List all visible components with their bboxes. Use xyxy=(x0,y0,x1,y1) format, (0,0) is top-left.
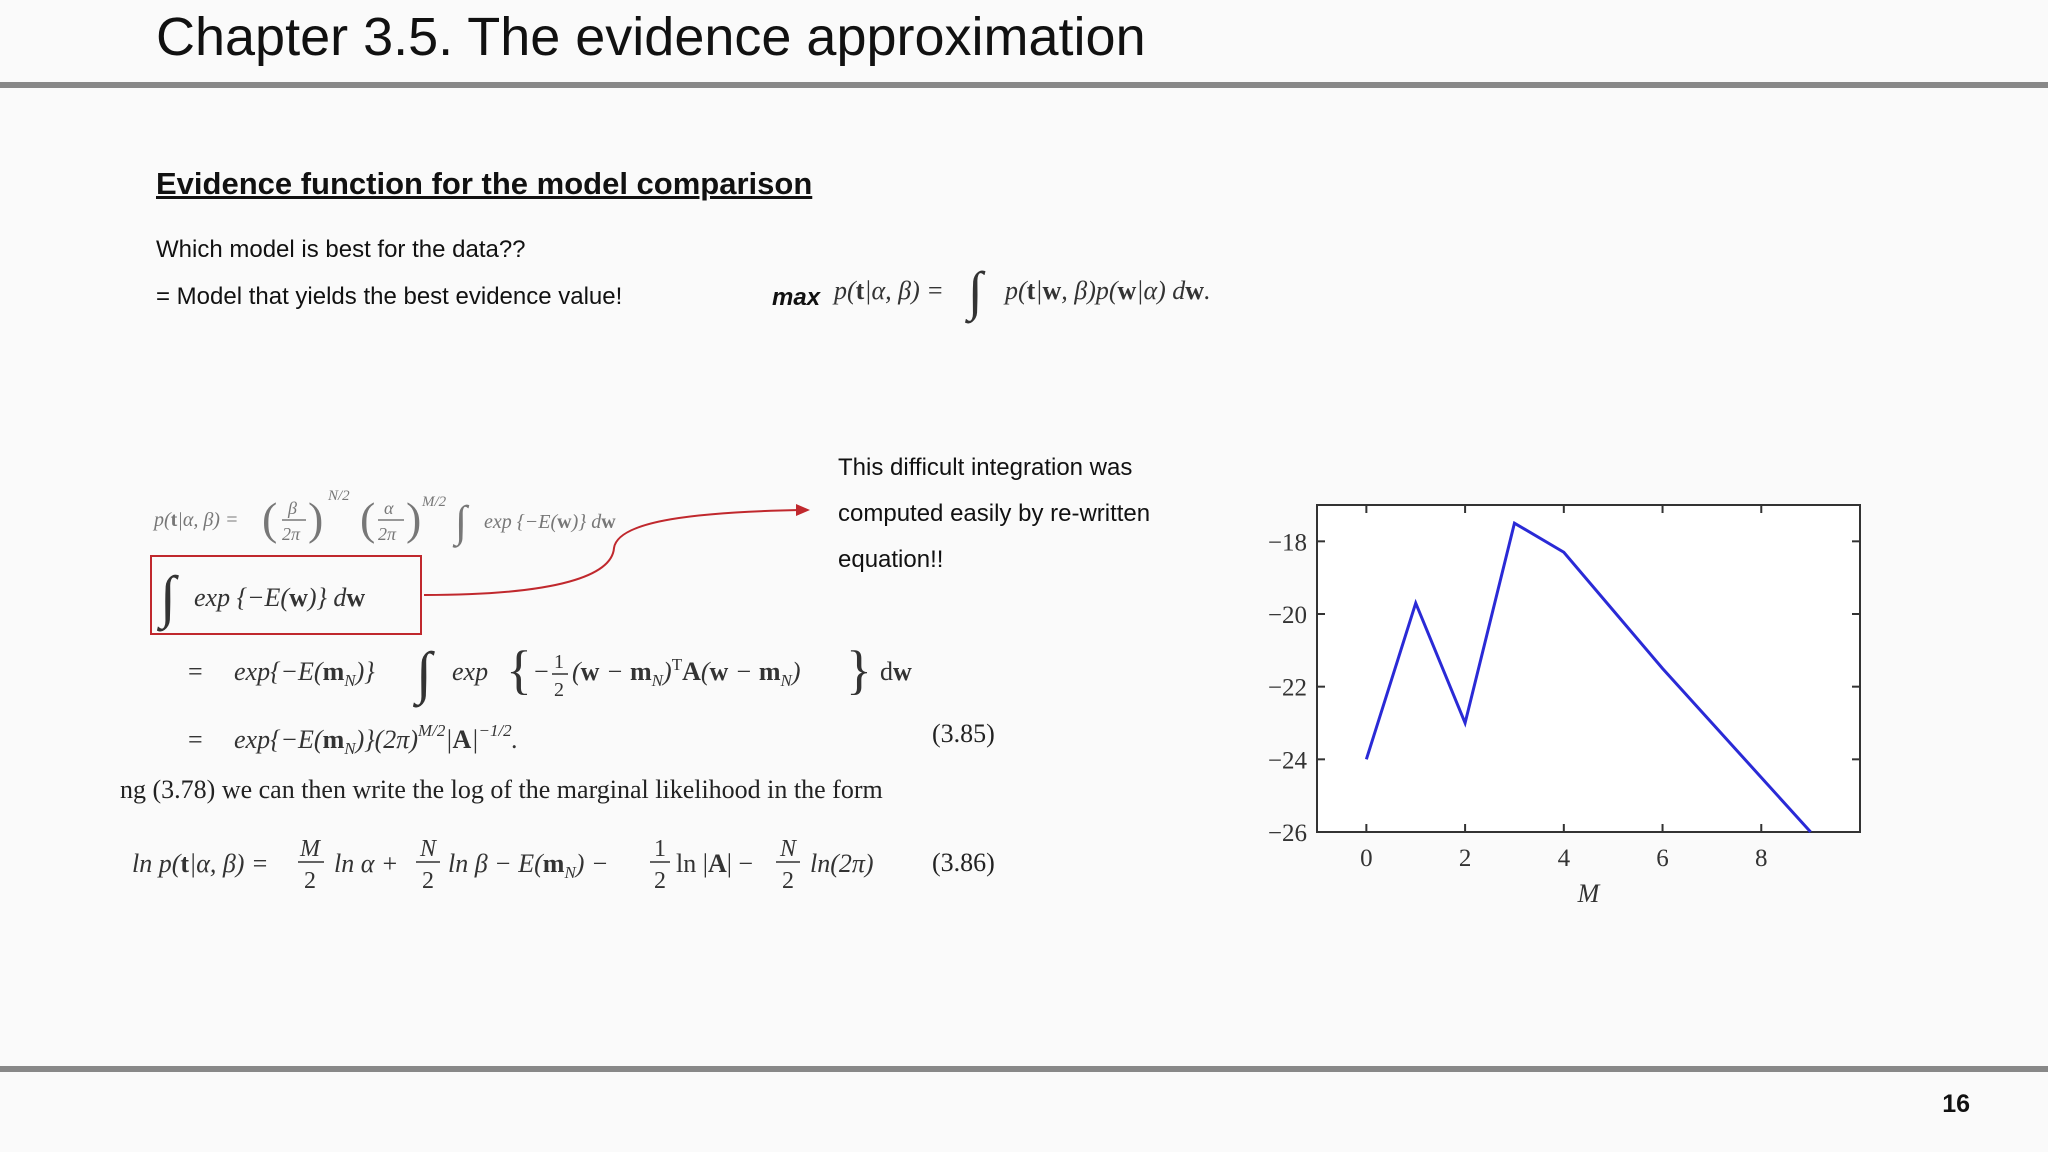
svg-text:M: M xyxy=(299,836,322,862)
svg-text:exp {−E(w)} dw: exp {−E(w)} dw xyxy=(194,583,365,612)
svg-text:(: ( xyxy=(360,493,375,544)
equation-number-3-86: (3.86) xyxy=(932,848,995,877)
svg-text:2: 2 xyxy=(554,679,564,701)
svg-text:exp {−E(w)} dw: exp {−E(w)} dw xyxy=(484,511,616,533)
y-tick-label: −20 xyxy=(1268,602,1307,629)
x-tick-label: 6 xyxy=(1656,845,1669,872)
y-tick-label: −18 xyxy=(1268,529,1307,556)
series-line xyxy=(1364,520,1812,834)
svg-text:(: ( xyxy=(262,493,277,544)
y-tick-label: −22 xyxy=(1268,675,1307,702)
svg-text:}: } xyxy=(846,640,872,700)
gaussian-integral-formula: = exp{−E(mN)} ∫ exp { − 1 2 (w − mN)TA(w… xyxy=(188,640,912,708)
equation-number-3-85: (3.85) xyxy=(932,719,995,748)
evidence-expansion-formula: p(t|α, β) = ( β 2π ) N/2 ( α 2π ) M/2 ∫ … xyxy=(152,488,616,548)
marginal-likelihood-sentence: ng (3.78) we can then write the log of t… xyxy=(120,775,883,804)
svg-text:2π: 2π xyxy=(378,524,397,544)
svg-text:2: 2 xyxy=(782,868,794,894)
question-text: Which model is best for the data?? xyxy=(156,236,526,263)
svg-text:β: β xyxy=(287,498,297,518)
svg-text:(w − mN)TA(w − mN): (w − mN)TA(w − mN) xyxy=(572,655,801,690)
svg-text:p(t|α, β) =: p(t|α, β) = xyxy=(832,276,944,305)
svg-text:ln β − E(mN) −: ln β − E(mN) − xyxy=(448,849,608,882)
svg-text:2: 2 xyxy=(304,868,316,894)
svg-text:N: N xyxy=(419,836,438,862)
svg-text:∫: ∫ xyxy=(156,564,179,632)
svg-text:N/2: N/2 xyxy=(327,488,350,504)
svg-text:ln α +: ln α + xyxy=(334,849,398,878)
y-axis: −18 −20 −22 −24 −26 xyxy=(1268,529,1860,847)
svg-text:exp{−E(mN)}(2π)M/2|A|−1/2.: exp{−E(mN)}(2π)M/2|A|−1/2. xyxy=(234,721,518,758)
svg-text:): ) xyxy=(406,493,421,544)
x-tick-label: 2 xyxy=(1459,845,1472,872)
x-tick-label: 8 xyxy=(1755,845,1768,872)
x-tick-label: 0 xyxy=(1360,845,1373,872)
note-line-1: This difficult integration was xyxy=(838,454,1133,481)
svg-text:−: − xyxy=(534,657,549,686)
svg-text:p(t|w, β)p(w|α) dw.: p(t|w, β)p(w|α) dw. xyxy=(1003,276,1211,305)
max-label: max xyxy=(772,284,821,311)
boxed-integral-formula: ∫ exp {−E(w)} dw xyxy=(156,564,365,632)
x-axis-label: M xyxy=(1577,879,1601,908)
chart-frame xyxy=(1316,504,1861,833)
highlight-box xyxy=(150,555,422,635)
svg-text:∫: ∫ xyxy=(412,640,435,708)
svg-text:=: = xyxy=(188,725,203,754)
svg-text:N: N xyxy=(779,836,798,862)
slide-title: Chapter 3.5. The evidence approximation xyxy=(156,7,1146,67)
evidence-formula: p(t|α, β) = ∫ p(t|w, β)p(w|α) dw. xyxy=(832,261,1211,324)
svg-text:M/2: M/2 xyxy=(421,494,447,510)
svg-text:dw: dw xyxy=(880,657,912,686)
page-number: 16 xyxy=(1942,1090,1970,1118)
footer-rule xyxy=(0,1066,2048,1072)
integral-result-formula: = exp{−E(mN)}(2π)M/2|A|−1/2. xyxy=(188,721,518,758)
svg-text:=: = xyxy=(188,657,203,686)
svg-text:∫: ∫ xyxy=(452,497,470,548)
svg-text:p(t|α, β) =: p(t|α, β) = xyxy=(152,509,238,531)
x-axis: 0 2 4 6 8 xyxy=(1360,505,1768,872)
svg-text:{: { xyxy=(506,640,532,700)
answer-text: = Model that yields the best evidence va… xyxy=(156,283,623,310)
note-line-2: computed easily by re-written xyxy=(838,500,1151,527)
note-line-3: equation!! xyxy=(838,546,944,573)
y-tick-label: −26 xyxy=(1268,820,1307,847)
svg-text:2π: 2π xyxy=(282,524,301,544)
svg-text:α: α xyxy=(384,498,394,518)
log-marginal-likelihood-formula: ln p(t|α, β) = M 2 ln α + N 2 ln β − E(m… xyxy=(132,836,874,894)
svg-text:∫: ∫ xyxy=(965,261,986,324)
header-rule xyxy=(0,82,2048,88)
svg-text:1: 1 xyxy=(554,651,564,673)
section-title: Evidence function for the model comparis… xyxy=(156,166,813,201)
svg-text:2: 2 xyxy=(422,868,434,894)
svg-text:): ) xyxy=(308,493,323,544)
svg-text:1: 1 xyxy=(654,836,666,862)
svg-text:exp: exp xyxy=(452,657,488,686)
x-tick-label: 4 xyxy=(1558,845,1571,872)
y-tick-label: −24 xyxy=(1268,747,1308,774)
svg-text:ln(2π): ln(2π) xyxy=(810,849,874,878)
svg-text:ln p(t|α, β) =: ln p(t|α, β) = xyxy=(132,849,269,878)
svg-text:2: 2 xyxy=(654,868,666,894)
svg-text:ln |A| −: ln |A| − xyxy=(676,849,753,878)
